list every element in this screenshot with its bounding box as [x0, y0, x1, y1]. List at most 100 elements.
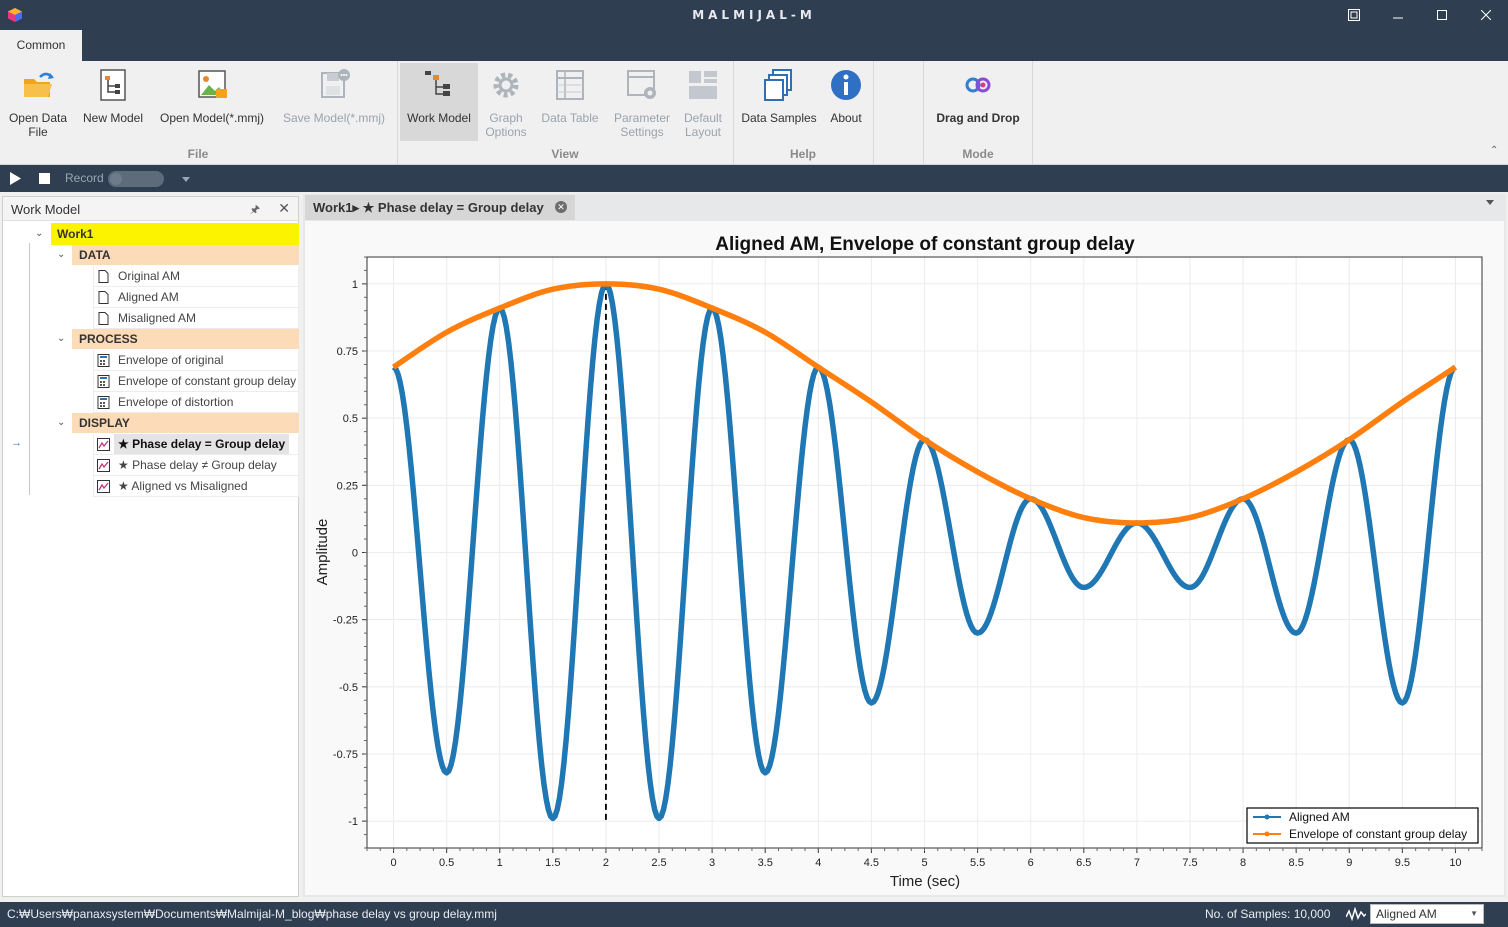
graph-options-label: Graph Options	[485, 111, 527, 139]
legend-box	[1246, 807, 1479, 844]
pin-icon[interactable]: 🖈	[249, 204, 260, 216]
layout-icon	[689, 71, 717, 99]
record-toggle-knob	[110, 173, 122, 185]
open-data-file-button[interactable]: Open Data File	[4, 63, 72, 141]
line-chart[interactable]: Aligned AM, Envelope of constant group d…	[305, 221, 1504, 895]
tree-item-envelope-of-distortion[interactable]: Envelope of distortion	[93, 392, 299, 413]
close-panel-icon[interactable]: ✕	[278, 200, 290, 216]
ribbon: Open Data File New Model Open Model(*.mm…	[0, 61, 1508, 165]
close-tab-icon[interactable]: ✕	[555, 201, 567, 213]
x-tick-label: 9.5	[1395, 857, 1410, 869]
sample-count: No. of Samples: 10,000	[1205, 907, 1331, 921]
open-data-file-label: Open Data File	[8, 111, 68, 139]
series-select[interactable]: Aligned AM ▼	[1370, 904, 1484, 924]
data-table-button[interactable]: Data Table	[536, 63, 604, 141]
work-model-panel-title: Work Model	[11, 202, 81, 217]
tree-item-envelope-of-constant-group-delay[interactable]: Envelope of constant group delay	[93, 371, 299, 392]
ribbon-separator	[397, 61, 398, 165]
open-model-button[interactable]: Open Model(*.mmj)	[154, 63, 270, 141]
new-model-button[interactable]: New Model	[78, 63, 148, 141]
chart-title: Aligned AM, Envelope of constant group d…	[715, 234, 1135, 255]
table-icon	[556, 70, 584, 100]
work-model-button[interactable]: Work Model	[400, 63, 478, 141]
x-axis-label: Time (sec)	[890, 873, 960, 890]
tree-item-aligned-vs-misaligned[interactable]: ★ Aligned vs Misaligned	[93, 476, 299, 497]
chevron-down-icon[interactable]	[182, 177, 190, 182]
chevron-down-icon[interactable]: ⌄	[57, 333, 66, 344]
data-samples-icon	[764, 69, 792, 101]
collapse-ribbon-icon[interactable]: ⌃	[1490, 145, 1499, 156]
document-tab-label: Work1▸ ★ Phase delay = Group delay	[313, 200, 544, 215]
default-layout-button[interactable]: Default Layout	[678, 63, 728, 141]
tree-category-data[interactable]: DATA	[72, 245, 299, 266]
graph-options-button[interactable]: Graph Options	[480, 63, 532, 141]
info-icon	[831, 70, 861, 100]
tree-item-aligned-am[interactable]: Aligned AM	[93, 287, 299, 308]
y-tick-label: -0.75	[333, 749, 358, 761]
category-label: DATA	[79, 248, 111, 262]
document-tab[interactable]: Work1▸ ★ Phase delay = Group delay ✕	[305, 195, 575, 220]
view-group-label: View	[551, 147, 579, 161]
ribbon-separator	[733, 61, 734, 165]
tree-root-label: Work1	[57, 227, 94, 241]
x-tick-label: 4	[815, 857, 821, 869]
default-layout-label: Default Layout	[683, 111, 723, 139]
y-tick-label: -0.25	[333, 615, 358, 627]
stop-icon[interactable]	[39, 173, 50, 184]
tree-category-process[interactable]: PROCESS	[72, 329, 299, 350]
x-tick-label: 1.5	[545, 857, 560, 869]
file-group-label: File	[187, 147, 209, 161]
y-tick-label: 0.75	[337, 346, 358, 358]
parameter-settings-button[interactable]: Parameter Settings	[608, 63, 676, 141]
maximize-button[interactable]	[1420, 0, 1464, 30]
tab-common[interactable]: Common	[0, 30, 82, 61]
x-tick-label: 8	[1240, 857, 1246, 869]
tree-root-work1[interactable]: Work1	[51, 223, 299, 245]
x-tick-label: 10	[1449, 857, 1461, 869]
file-path: C:₩Users₩panaxsystem₩Documents₩Malmijal-…	[7, 907, 497, 921]
tree-category-display[interactable]: DISPLAY	[72, 413, 299, 434]
y-tick-label: 0	[352, 548, 358, 560]
legend-marker	[1264, 814, 1270, 820]
ribbon-tab-strip: Common	[0, 30, 1508, 61]
drag-and-drop-button[interactable]: Drag and Drop	[928, 63, 1028, 141]
x-tick-label: 8.5	[1289, 857, 1304, 869]
legend-marker	[1264, 831, 1270, 837]
save-model-label: Save Model(*.mmj)	[282, 111, 386, 125]
tree-item-phase-not-equal-group[interactable]: ★ Phase delay ≠ Group delay	[93, 455, 299, 476]
record-toggle[interactable]	[108, 171, 164, 187]
chart-grid	[367, 257, 1482, 848]
restore-layout-icon[interactable]	[1332, 0, 1376, 30]
work-model-label: Work Model	[407, 111, 471, 125]
mode-group-label: Mode	[962, 147, 994, 161]
data-samples-button[interactable]: Data Samples	[738, 63, 820, 141]
document-area: Work1▸ ★ Phase delay = Group delay ✕ Ali…	[303, 194, 1506, 897]
chart-legend: Aligned AM Envelope of constant group de…	[1246, 807, 1479, 844]
chevron-down-icon[interactable]: ⌄	[57, 417, 66, 428]
ribbon-separator	[1032, 61, 1033, 165]
about-button[interactable]: About	[822, 63, 870, 141]
chevron-down-icon[interactable]: ⌄	[57, 249, 66, 260]
x-tick-label: 6	[1028, 857, 1034, 869]
drag-and-drop-icon	[965, 77, 991, 93]
play-icon[interactable]	[10, 172, 21, 185]
new-model-label: New Model	[82, 111, 144, 125]
app-logo-icon	[8, 8, 22, 22]
chevron-down-icon[interactable]: ⌄	[35, 228, 44, 239]
save-model-button[interactable]: Save Model(*.mmj)	[276, 63, 392, 141]
y-tick-label: 1	[352, 279, 358, 291]
chevron-down-icon[interactable]	[1486, 200, 1494, 205]
close-button[interactable]	[1464, 0, 1508, 30]
tree-item-envelope-of-original[interactable]: Envelope of original	[93, 350, 299, 371]
x-tick-label: 3	[709, 857, 715, 869]
tree-item-label: ★ Phase delay = Group delay	[114, 434, 290, 454]
work-model-panel: Work Model 🖈 ✕ ⌄ Work1 ⌄ DATA Original A…	[2, 196, 299, 897]
tree-item-misaligned-am[interactable]: Misaligned AM	[93, 308, 299, 329]
x-tick-label: 7.5	[1182, 857, 1197, 869]
tree-item-original-am[interactable]: Original AM	[93, 266, 299, 287]
waveform-icon	[1346, 907, 1366, 921]
tree-line	[29, 243, 30, 495]
tree-item-phase-equals-group[interactable]: ★ Phase delay = Group delay	[93, 434, 299, 455]
line-chart-icon	[97, 480, 110, 493]
minimize-button[interactable]	[1376, 0, 1420, 30]
